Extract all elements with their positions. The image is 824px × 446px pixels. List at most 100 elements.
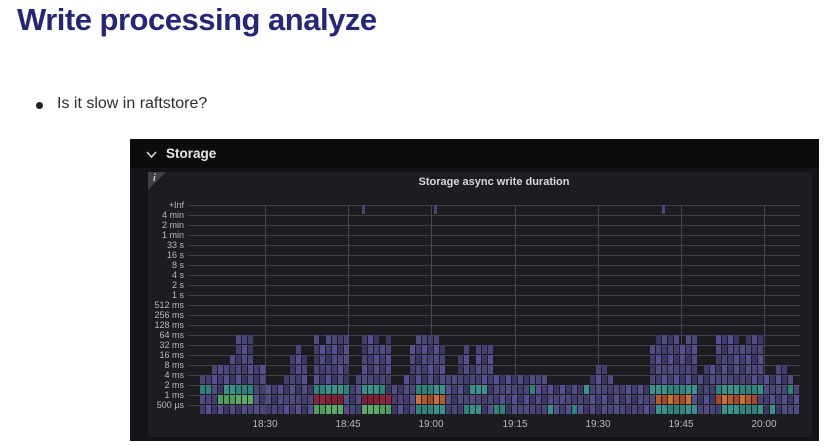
heatmap-cell (236, 375, 241, 384)
heatmap-cell (584, 395, 589, 404)
heatmap-cell (506, 395, 511, 404)
heatmap-cell (716, 355, 721, 364)
heatmap-cell (608, 385, 613, 394)
heatmap-cell (692, 355, 697, 364)
bullet-item: Is it slow in raftstore? (36, 95, 207, 113)
heatmap-cell (596, 365, 601, 374)
y-axis-label: 2 min (161, 220, 184, 230)
heatmap-cell (716, 395, 721, 404)
heatmap-cell (362, 345, 367, 354)
row-header-storage[interactable]: Storage (130, 139, 819, 168)
y-axis-label: 33 s (166, 240, 184, 250)
heatmap-cell (416, 355, 421, 364)
heatmap-cell (608, 375, 613, 384)
heatmap-cell (206, 375, 211, 384)
heatmap-cell (728, 345, 733, 354)
y-axis-label: 16 ms (159, 350, 184, 360)
gridline-h (188, 205, 800, 206)
heatmap-cell (434, 405, 439, 414)
heatmap-cell (356, 395, 361, 404)
heatmap-cell (416, 335, 421, 344)
heatmap-cell (692, 345, 697, 354)
heatmap-cell (596, 405, 601, 414)
heatmap-cell (470, 385, 475, 394)
heatmap-cell (668, 365, 673, 374)
gridline-v (681, 205, 682, 415)
heatmap-cell (326, 335, 331, 344)
heatmap-cell (224, 375, 229, 384)
heatmap-cell (788, 375, 793, 384)
heatmap-cell (410, 385, 415, 394)
heatmap-cell (536, 405, 541, 414)
heatmap-cell (554, 385, 559, 394)
heatmap-cell (608, 395, 613, 404)
heatmap-cell (368, 385, 373, 394)
heatmap-cell (620, 385, 625, 394)
panel-title[interactable]: Storage async write duration (418, 176, 570, 188)
heatmap-cell (236, 405, 241, 414)
heatmap-cell (692, 365, 697, 374)
heatmap-cell (230, 405, 235, 414)
heatmap-cell (734, 395, 739, 404)
heatmap-cell (440, 345, 445, 354)
heatmap-cell (770, 375, 775, 384)
heatmap-cell (374, 335, 379, 344)
heatmap-cell (200, 375, 205, 384)
heatmap-cell (290, 375, 295, 384)
heatmap-cell (326, 405, 331, 414)
heatmap-cell (476, 405, 481, 414)
gridline-h (188, 315, 800, 316)
heatmap-cell (296, 355, 301, 364)
heatmap-cell (698, 375, 703, 384)
heatmap-cell (350, 405, 355, 414)
heatmap-cell (434, 335, 439, 344)
heatmap-cell (626, 395, 631, 404)
heatmap-cell (494, 395, 499, 404)
heatmap-cell (440, 375, 445, 384)
chevron-down-icon[interactable] (146, 145, 157, 163)
x-axis-label: 19:00 (418, 419, 444, 430)
heatmap-cell (728, 405, 733, 414)
heatmap-cell (230, 395, 235, 404)
heatmap-cell (278, 405, 283, 414)
heatmap-cell (656, 355, 661, 364)
heatmap-cell (680, 345, 685, 354)
heatmap-cell (662, 405, 667, 414)
heatmap-cell (290, 385, 295, 394)
heatmap-cell (380, 405, 385, 414)
heatmap-cell (752, 365, 757, 374)
heatmap-cell (362, 355, 367, 364)
heatmap-cell (440, 385, 445, 394)
heatmap-cell (236, 385, 241, 394)
heatmap-cell (314, 395, 319, 404)
heatmap-cell (362, 365, 367, 374)
info-icon[interactable]: i (153, 173, 156, 184)
heatmap-cell (542, 375, 547, 384)
heatmap-cell (692, 385, 697, 394)
heatmap-cell (380, 355, 385, 364)
heatmap-cell (524, 405, 529, 414)
heatmap-cell (722, 345, 727, 354)
heatmap-cell (314, 365, 319, 374)
heatmap-cell (296, 405, 301, 414)
heatmap-cell (638, 395, 643, 404)
y-axis-label: 1 s (171, 290, 184, 300)
heatmap-cell (332, 395, 337, 404)
heatmap-cell (404, 385, 409, 394)
heatmap-cell (692, 335, 697, 344)
heatmap-cell (374, 375, 379, 384)
heatmap-cell (386, 395, 391, 404)
heatmap-cell (278, 385, 283, 394)
heatmap-cell (722, 405, 727, 414)
heatmap-cell (722, 335, 727, 344)
heatmap-cell (308, 405, 313, 414)
slide-title: Write processing analyze (17, 2, 377, 37)
heatmap-cell (482, 385, 487, 394)
panel-info-corner-icon[interactable] (148, 172, 166, 190)
heatmap-cell (782, 405, 787, 414)
heatmap-cell (338, 335, 343, 344)
heatmap-cell (284, 375, 289, 384)
heatmap-cell (686, 395, 691, 404)
heatmap-cell (614, 385, 619, 394)
heatmap-cell (416, 395, 421, 404)
